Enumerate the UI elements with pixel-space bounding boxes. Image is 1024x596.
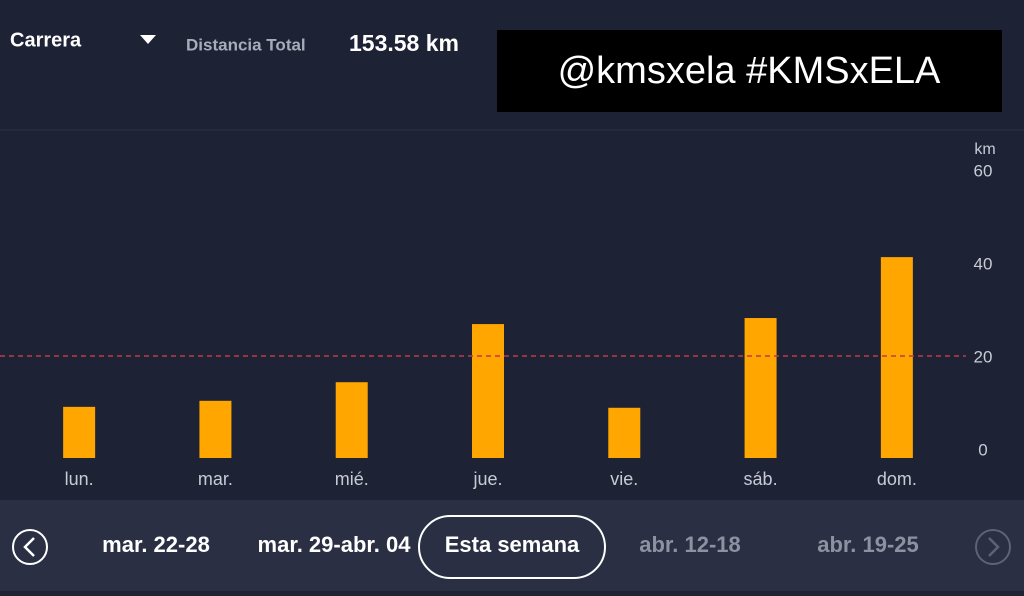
bar [880, 257, 913, 458]
y-tick-label: 0 [978, 440, 987, 459]
week-item[interactable]: abr. 19-25 [817, 532, 919, 557]
x-tick-label: mar. [198, 469, 233, 489]
next-circle[interactable] [975, 529, 1011, 565]
total-value: 153.58 km [349, 30, 459, 56]
week-item[interactable]: mar. 29-abr. 04 [258, 532, 412, 557]
overlay-box [497, 30, 1002, 112]
x-tick-label: dom. [877, 469, 917, 489]
total-label: Distancia Total [186, 35, 306, 54]
activity-select[interactable]: Carrera [10, 29, 82, 51]
next-arrow[interactable] [988, 537, 1000, 557]
prev-button[interactable] [12, 529, 48, 565]
bar [199, 400, 232, 458]
x-tick-label: vie. [610, 469, 638, 489]
bar [744, 318, 777, 458]
dropdown-arrow[interactable] [140, 35, 156, 44]
next-button[interactable] [975, 529, 1011, 565]
y-tick-label: 20 [974, 347, 993, 366]
y-axis-label: km [974, 141, 995, 158]
y-tick-label: 60 [974, 161, 993, 180]
x-tick-label: jue. [472, 469, 502, 489]
week-item[interactable]: Esta semana [445, 532, 580, 557]
x-tick-label: lun. [65, 469, 94, 489]
x-tick-label: mié. [335, 469, 369, 489]
bar [608, 407, 641, 458]
selected-pill[interactable] [418, 515, 606, 579]
overlay-text: @kmsxela #KMSxELA [558, 50, 941, 92]
bar [472, 324, 504, 458]
bar [335, 382, 368, 458]
x-tick-label: sáb. [744, 469, 778, 489]
week-item[interactable]: mar. 22-28 [102, 532, 210, 557]
bar [63, 406, 96, 458]
prev-circle[interactable] [12, 529, 48, 565]
week-item[interactable]: abr. 12-18 [639, 532, 741, 557]
prev-arrow[interactable] [23, 537, 35, 557]
y-tick-label: 40 [974, 254, 993, 273]
